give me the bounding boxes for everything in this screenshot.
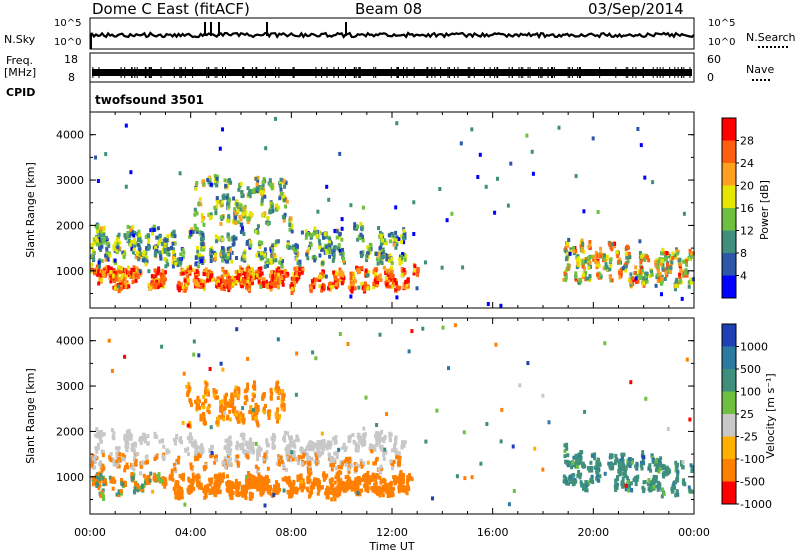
colorbar-tick-label: -1000 <box>740 498 772 511</box>
xtick-label: 04:00 <box>175 526 207 539</box>
freq-panel-frame <box>89 52 695 83</box>
colorbar-swatch <box>722 459 736 482</box>
time-axis: 00:00 04:00 08:00 12:00 16:00 20:00 00:00 <box>74 112 710 539</box>
colorbar-tick-label: 500 <box>740 363 761 376</box>
power-colorbar-label: Power [dB] <box>758 180 771 240</box>
colorbar-swatch <box>722 118 736 141</box>
ytick-label: 3000 <box>56 380 84 393</box>
colorbar-tick-label: -25 <box>740 431 758 444</box>
xtick-label: 20:00 <box>577 526 609 539</box>
colorbar-swatch <box>722 185 736 209</box>
freq-tick-bottom: 8 <box>68 71 75 84</box>
ytick-label: 2000 <box>56 425 84 438</box>
colorbar-swatch <box>722 140 736 164</box>
ytick-label: 1000 <box>56 265 84 278</box>
power-scatter <box>90 116 695 308</box>
colorbar-swatch <box>722 346 736 370</box>
power-panel: 1000 2000 3000 4000 Slant Range [km] 4 8 12 16… <box>24 111 771 309</box>
ytick-label: 4000 <box>56 335 84 348</box>
freq-tick-top: 18 <box>64 53 78 66</box>
cpid-label: CPID <box>6 86 36 99</box>
velocity-panel: 1000 2000 3000 4000 Slant Range [km] 1000 50… <box>24 317 777 515</box>
xtick-label: 08:00 <box>275 526 307 539</box>
colorbar-tick-label: 28 <box>740 135 754 148</box>
freq-trace <box>92 67 692 78</box>
nsky-tick-bottom: 10^0 <box>54 37 82 48</box>
colorbar-tick-label: 1000 <box>740 341 768 354</box>
date-label: 03/Sep/2014 <box>588 0 684 18</box>
nsky-tick-top: 10^5 <box>54 18 82 29</box>
ytick-label: 4000 <box>56 129 84 142</box>
colorbar-tick-label: 16 <box>740 202 754 215</box>
ytick-label: 3000 <box>56 174 84 187</box>
colorbar-swatch <box>722 369 736 392</box>
freq-unit: [MHz] <box>4 66 37 79</box>
xaxis-label: Time UT <box>368 540 414 553</box>
colorbar-swatch <box>722 436 736 460</box>
colorbar-tick-label: 4 <box>740 270 747 283</box>
xtick-label: 12:00 <box>376 526 408 539</box>
nave-label: Nave <box>746 63 775 76</box>
nsearch-dots <box>758 46 788 48</box>
beam-label: Beam 08 <box>355 0 423 18</box>
nsearch-label: N.Search <box>746 31 796 44</box>
colorbar-swatch <box>722 391 736 415</box>
colorbar-tick-label: 24 <box>740 157 754 170</box>
ytick-label: 2000 <box>56 219 84 232</box>
velocity-ylabel: Slant Range [km] <box>24 368 37 464</box>
ytick-label: 1000 <box>56 471 84 484</box>
radar-title: Dome C East (fitACF) <box>92 0 250 18</box>
nave-tick-bottom: 0 <box>707 71 714 84</box>
xtick-label: 00:00 <box>74 526 106 539</box>
velocity-colorbar-label: Velocity [m s⁻¹] <box>764 373 777 458</box>
power-colorbar: 4 8 12 16 20 24 28 <box>721 117 754 299</box>
power-ylabel: Slant Range [km] <box>24 162 37 258</box>
colorbar-swatch <box>722 324 736 347</box>
colorbar-tick-label: 20 <box>740 180 754 193</box>
xtick-label: 16:00 <box>477 526 509 539</box>
nsearch-tick-bottom: 10^0 <box>708 37 736 48</box>
velocity-colorbar: 1000 500 100 25 -25 -100 -500 -1000 <box>721 323 772 511</box>
nsearch-tick-top: 10^5 <box>708 18 736 29</box>
colorbar-tick-label: 100 <box>740 386 761 399</box>
colorbar-tick-label: 12 <box>740 225 754 238</box>
colorbar-swatch <box>722 208 736 231</box>
colorbar-swatch <box>722 230 736 254</box>
colorbar-swatch <box>722 253 736 276</box>
colorbar-tick-label: -500 <box>740 476 765 489</box>
cpid-value: twofsound 3501 <box>95 93 204 107</box>
colorbar-swatch <box>722 163 736 186</box>
freq-label: Freq. <box>6 54 34 67</box>
nave-dots <box>752 79 770 81</box>
colorbar-swatch <box>722 414 736 437</box>
xtick-label: 00:00 <box>678 526 710 539</box>
colorbar-swatch <box>722 275 736 299</box>
colorbar-tick-label: 8 <box>740 247 747 260</box>
nave-tick-top: 60 <box>707 53 721 66</box>
nsky-label: N.Sky <box>4 33 36 46</box>
colorbar-tick-label: -100 <box>740 453 765 466</box>
colorbar-tick-label: 25 <box>740 408 754 421</box>
nsky-trace <box>89 22 695 49</box>
velocity-scatter <box>90 323 695 508</box>
colorbar-swatch <box>722 481 736 505</box>
